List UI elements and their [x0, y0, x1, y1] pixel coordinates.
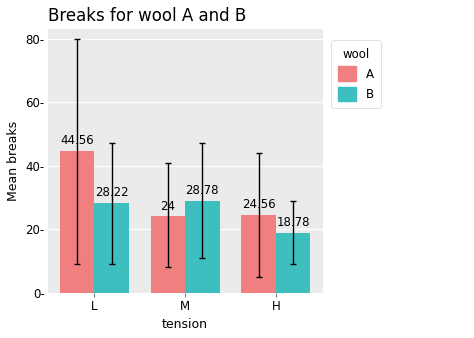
Text: 28.22: 28.22	[95, 186, 128, 199]
Text: 18.78: 18.78	[276, 216, 310, 229]
X-axis label: tension: tension	[162, 318, 208, 331]
Text: 44.56: 44.56	[61, 135, 94, 147]
Bar	[185, 201, 219, 293]
Bar	[241, 215, 276, 293]
Bar	[60, 151, 94, 293]
Y-axis label: Mean breaks: Mean breaks	[7, 121, 20, 201]
Bar	[94, 203, 129, 293]
Text: 24.56: 24.56	[242, 198, 275, 211]
Text: 28.78: 28.78	[186, 185, 219, 197]
Bar	[151, 216, 185, 293]
Bar	[276, 233, 310, 293]
Text: 24: 24	[160, 200, 175, 213]
Legend: A, B: A, B	[331, 41, 381, 108]
Text: Breaks for wool A and B: Breaks for wool A and B	[47, 7, 246, 25]
